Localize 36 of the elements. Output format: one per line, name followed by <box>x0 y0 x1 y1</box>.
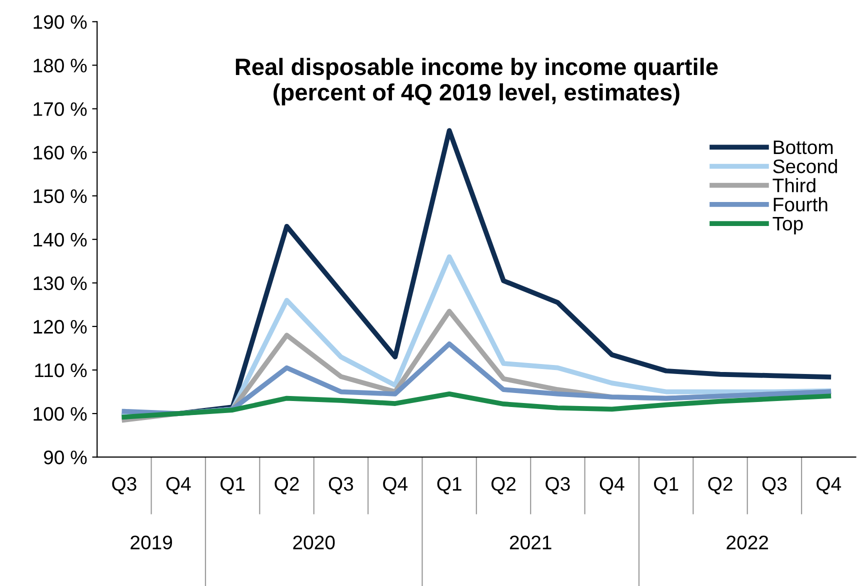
legend-label: Third <box>772 178 816 192</box>
y-tick-label: 100 % <box>34 407 87 421</box>
x-tick-label: Q1 <box>654 477 678 494</box>
y-tick-label: 180 % <box>34 58 87 72</box>
text: 2019 <box>130 536 172 550</box>
x-tick-label: Q2 <box>274 477 299 494</box>
y-tick-label: 150 % <box>34 189 87 204</box>
x-tick-label: Q4 <box>383 477 408 494</box>
x-tick-label: Q4 <box>816 477 842 494</box>
y-tick-label: 160 % <box>34 146 87 160</box>
legend-label: Top <box>772 216 803 234</box>
text: 2020 <box>293 536 335 550</box>
x-tick-label: Q3 <box>762 477 787 494</box>
y-tick-label: 170 % <box>34 102 87 116</box>
y-tick-label: 90 % <box>44 450 87 464</box>
text: 2021 <box>510 536 552 550</box>
x-tick-label: Q3 <box>546 477 570 494</box>
x-tick-label: Q2 <box>708 477 732 494</box>
x-tick-label: Q1 <box>220 477 245 494</box>
x-tick-label: Q4 <box>166 477 191 494</box>
y-tick-label: 120 % <box>34 320 87 334</box>
text: 2022 <box>726 536 768 550</box>
x-tick-label: Q3 <box>112 477 136 494</box>
line-series <box>122 392 832 420</box>
y-tick-label: 140 % <box>34 232 87 247</box>
y-tick-label: 110 % <box>35 363 87 378</box>
y-tick-label: 130 % <box>34 276 87 290</box>
legend-label: Bottom <box>774 140 833 154</box>
legend-label: Fourth <box>774 197 828 212</box>
text: Real disposable income by income quartile (percent of 4Q 2019 level, estimates) <box>236 58 718 106</box>
x-tick-label: Q2 <box>491 477 516 494</box>
y-tick-label: 190 % <box>34 15 87 29</box>
x-tick-label: Q1 <box>437 477 462 494</box>
legend-label: Second <box>773 158 837 174</box>
x-tick-label: Q3 <box>328 477 354 494</box>
x-tick-label: Q4 <box>600 477 624 494</box>
